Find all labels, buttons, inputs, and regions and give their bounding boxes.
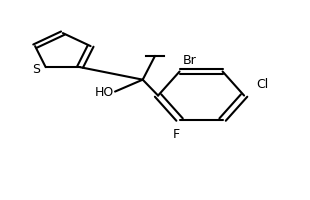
Text: Br: Br bbox=[183, 53, 197, 66]
Text: Cl: Cl bbox=[256, 78, 269, 91]
Text: F: F bbox=[173, 128, 180, 141]
Text: HO: HO bbox=[94, 86, 113, 99]
Text: S: S bbox=[33, 62, 41, 75]
